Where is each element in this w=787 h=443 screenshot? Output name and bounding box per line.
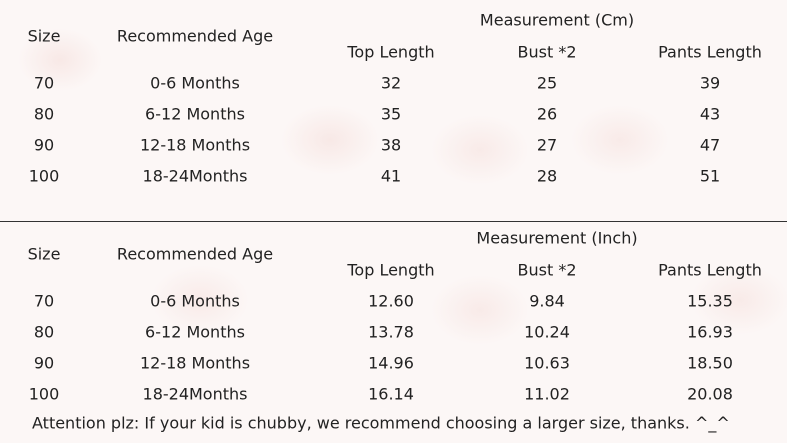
column-header: Bust *2 xyxy=(517,42,577,62)
cell: 6-12 Months xyxy=(145,104,245,124)
column-header: Size xyxy=(27,244,61,264)
cell: 27 xyxy=(536,135,558,155)
cell: 25 xyxy=(536,73,558,93)
cell: 32 xyxy=(380,73,402,93)
cell: 12-18 Months xyxy=(139,135,251,155)
cell: 38 xyxy=(380,135,402,155)
cell: 0-6 Months xyxy=(150,73,240,93)
cell: 14.96 xyxy=(368,353,414,373)
column-header: Top Length xyxy=(347,260,435,280)
cell: 0-6 Months xyxy=(150,291,240,311)
column-header: Recommended Age xyxy=(116,244,274,264)
cell: 18-24Months xyxy=(142,384,248,404)
cell: 26 xyxy=(536,104,558,124)
cell: 16.93 xyxy=(687,322,733,342)
column-header: Bust *2 xyxy=(517,260,577,280)
cell: 13.78 xyxy=(368,322,414,342)
cell: 47 xyxy=(699,135,721,155)
cell: 35 xyxy=(380,104,402,124)
column-header: Pants Length xyxy=(658,260,762,280)
cell: 70 xyxy=(33,73,55,93)
cell: 90 xyxy=(33,135,55,155)
cell: 51 xyxy=(699,166,721,186)
cell: 12.60 xyxy=(368,291,414,311)
cell: 80 xyxy=(33,104,55,124)
cell: 18-24Months xyxy=(142,166,248,186)
cell: 70 xyxy=(33,291,55,311)
cell: 80 xyxy=(33,322,55,342)
cell: 10.24 xyxy=(524,322,570,342)
cell: 41 xyxy=(380,166,402,186)
divider xyxy=(0,221,787,222)
cell: 28 xyxy=(536,166,558,186)
measurement-title: Measurement (Cm) xyxy=(479,10,635,30)
cell: 16.14 xyxy=(368,384,414,404)
cell: 39 xyxy=(699,73,721,93)
column-header: Top Length xyxy=(347,42,435,62)
column-header: Size xyxy=(27,26,61,46)
note: Attention plz: If your kid is chubby, we… xyxy=(32,413,730,433)
cell: 90 xyxy=(33,353,55,373)
cell: 6-12 Months xyxy=(145,322,245,342)
column-header: Pants Length xyxy=(658,42,762,62)
measurement-title: Measurement (Inch) xyxy=(476,228,638,248)
cell: 9.84 xyxy=(529,291,565,311)
cell: 18.50 xyxy=(687,353,733,373)
column-header: Recommended Age xyxy=(116,26,274,46)
cell: 100 xyxy=(28,166,60,186)
cell: 10.63 xyxy=(524,353,570,373)
cell: 15.35 xyxy=(687,291,733,311)
cell: 100 xyxy=(28,384,60,404)
cell: 11.02 xyxy=(524,384,570,404)
cell: 43 xyxy=(699,104,721,124)
cell: 12-18 Months xyxy=(139,353,251,373)
cell: 20.08 xyxy=(687,384,733,404)
